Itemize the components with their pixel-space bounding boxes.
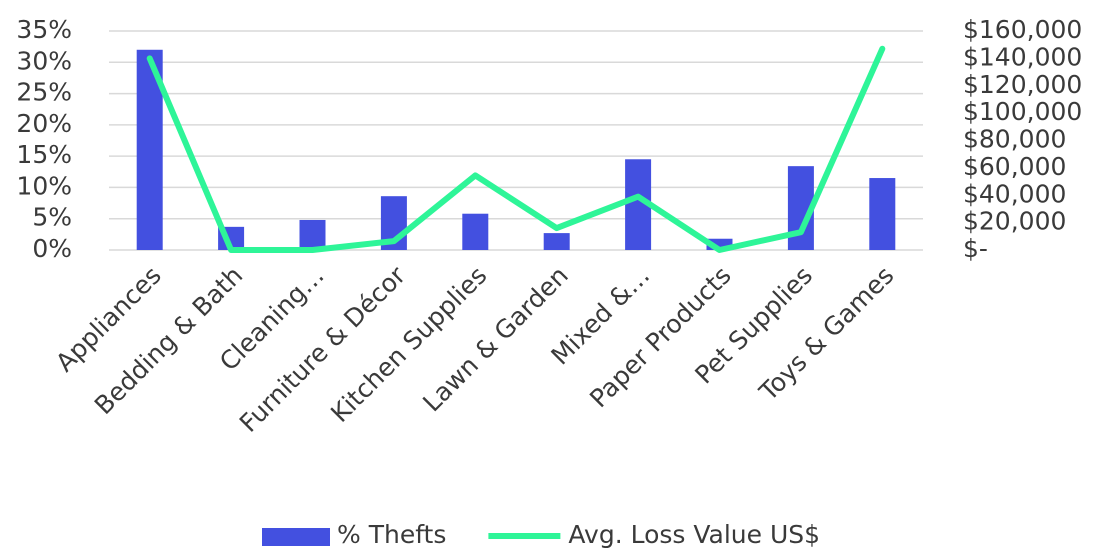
x-tick-label: Kitchen Supplies: [325, 261, 492, 428]
y-tick-label: 0%: [32, 234, 72, 263]
y-tick-label: 10%: [16, 171, 72, 200]
y-tick-label: 5%: [32, 203, 72, 232]
y2-tick-label: $160,000: [963, 15, 1082, 44]
line-series: [146, 45, 886, 253]
bar: [299, 219, 326, 250]
y2-tick-label: $120,000: [963, 70, 1082, 99]
bar: [543, 233, 570, 250]
x-tick-label: Lawn & Garden: [417, 261, 574, 418]
bar: [706, 238, 733, 250]
bar: [869, 178, 896, 250]
y2-tick-label: $60,000: [963, 152, 1066, 181]
y2-tick-label: $140,000: [963, 42, 1082, 71]
y2-tick-label: $-: [963, 234, 988, 263]
y2-tick-label: $100,000: [963, 97, 1082, 126]
y2-tick-label: $20,000: [963, 207, 1066, 236]
legend-swatch: [262, 528, 330, 546]
y-tick-label: 30%: [16, 46, 72, 75]
y2-tick-label: $40,000: [963, 179, 1066, 208]
y2-tick-label: $80,000: [963, 125, 1066, 154]
y-tick-label: 25%: [16, 78, 72, 107]
y-tick-label: 35%: [16, 15, 72, 44]
legend-label: % Thefts: [337, 520, 446, 548]
x-tick-label: Bedding & Bath: [89, 261, 248, 420]
legend-label: Avg. Loss Value US$: [568, 520, 820, 548]
y-tick-label: 15%: [16, 140, 72, 169]
y-tick-label: 20%: [16, 109, 72, 138]
bar: [462, 213, 489, 250]
x-tick-label: Paper Products: [584, 261, 737, 414]
